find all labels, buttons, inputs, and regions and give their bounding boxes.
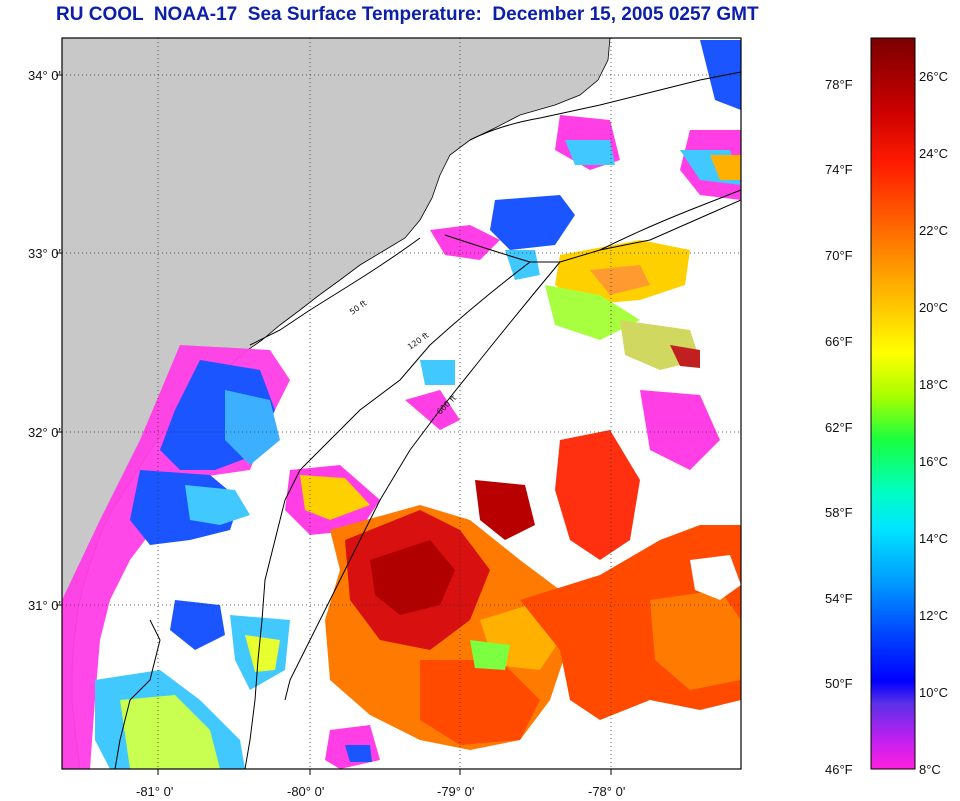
cb-f-74: 74°F [825,162,853,177]
map-border [61,37,742,770]
cb-f-54: 54°F [825,591,853,606]
cb-c-10: 10°C [919,685,948,700]
colorbar-c-labels: 26°C 24°C 22°C 20°C 18°C 16°C 14°C 12°C … [919,69,948,777]
colorbar-f-labels: 78°F 74°F 70°F 66°F 62°F 58°F 54°F 50°F … [825,77,853,777]
colorbar [870,37,916,770]
lon-label-79: -79° 0' [437,784,474,799]
cb-c-22: 22°C [919,223,948,238]
cb-f-66: 66°F [825,334,853,349]
longitude-labels: -81° 0' -80° 0' -79° 0' -78° 0' [136,784,625,799]
cb-f-62: 62°F [825,420,853,435]
sst-north-features [405,40,741,470]
lat-label-33: 33° 0' [28,246,61,261]
cb-c-20: 20°C [919,300,948,315]
map-title: RU COOL NOAA-17 Sea Surface Temperature:… [56,4,759,25]
cb-c-14: 14°C [919,531,948,546]
bathymetry-contours [114,71,741,769]
cb-f-50: 50°F [825,676,853,691]
lat-label-32: 32° 0' [28,425,61,440]
cb-f-58: 58°F [825,505,853,520]
cb-c-16: 16°C [919,454,948,469]
lon-label-81: -81° 0' [136,784,173,799]
cb-c-26: 26°C [919,69,948,84]
cb-f-78: 78°F [825,77,853,92]
cb-f-70: 70°F [825,248,853,263]
cb-f-46: 46°F [825,762,853,777]
lon-label-78: -78° 0' [588,784,625,799]
cb-c-18: 18°C [919,377,948,392]
latitude-labels: 34° 0' 33° 0' 32° 0' 31° 0' [28,68,61,613]
lon-label-80: -80° 0' [287,784,324,799]
sst-gulf-stream [285,430,741,769]
sst-nearshore-cold [62,345,290,769]
lat-label-31: 31° 0' [28,598,61,613]
cb-c-8: 8°C [919,762,941,777]
lat-label-34: 34° 0' [28,68,61,83]
cb-c-24: 24°C [919,146,948,161]
cb-c-12: 12°C [919,608,948,623]
axis-ticks [56,74,612,775]
